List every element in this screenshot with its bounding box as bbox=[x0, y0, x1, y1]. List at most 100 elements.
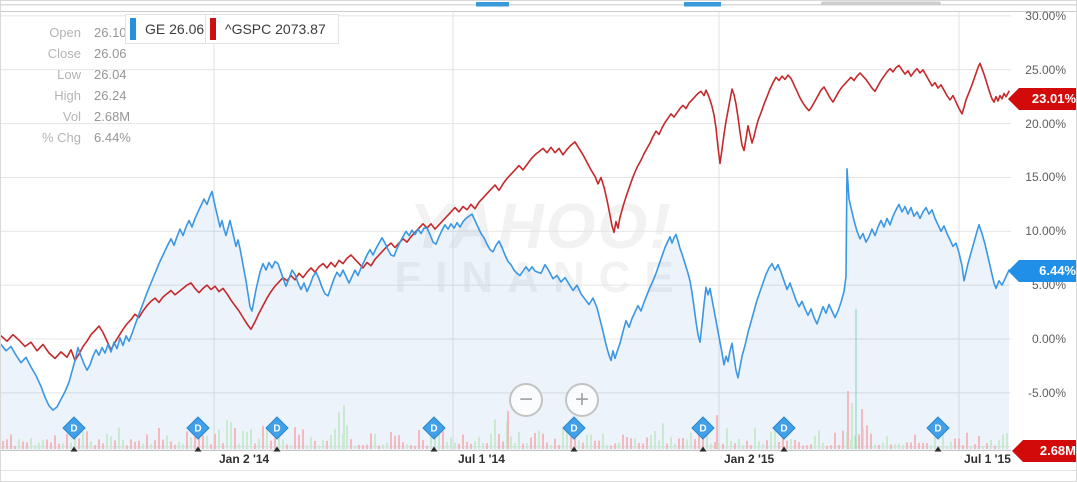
volume-bar bbox=[374, 433, 376, 449]
volume-bar bbox=[906, 442, 908, 449]
volume-bar bbox=[502, 441, 504, 449]
y-axis-label: -5.00% bbox=[1027, 385, 1066, 400]
volume-bar bbox=[54, 435, 56, 449]
legend-item-gspc[interactable]: ^GSPC 2073.87 bbox=[205, 14, 339, 44]
volume-bar bbox=[722, 443, 724, 449]
volume-bar bbox=[582, 442, 584, 449]
dividend-marker[interactable]: D bbox=[691, 416, 715, 440]
volume-bar bbox=[966, 432, 968, 449]
volume-bar bbox=[182, 444, 184, 449]
dividend-diamond-icon bbox=[691, 416, 715, 440]
volume-bar bbox=[614, 443, 616, 449]
volume-bar bbox=[1006, 433, 1008, 449]
stats-row-open: Open 26.10 bbox=[29, 22, 131, 43]
volume-bar bbox=[306, 445, 308, 449]
dividend-letter: D bbox=[570, 424, 577, 435]
volume-bar bbox=[310, 437, 312, 449]
y-axis-label: 25.00% bbox=[1025, 62, 1066, 77]
volume-bar bbox=[294, 427, 296, 449]
volume-bar bbox=[98, 439, 100, 449]
volume-bar bbox=[610, 445, 612, 449]
volume-bar bbox=[218, 429, 220, 449]
volume-bar bbox=[298, 434, 300, 449]
volume-spike-bar bbox=[716, 415, 718, 449]
zoom-out-button[interactable]: − bbox=[509, 383, 543, 417]
volume-bar bbox=[866, 425, 868, 449]
volume-bar bbox=[950, 441, 952, 449]
stats-value: 26.24 bbox=[94, 88, 127, 103]
dividend-marker[interactable]: D bbox=[62, 416, 86, 440]
stats-value: 26.06 bbox=[94, 46, 127, 61]
volume-bar bbox=[842, 430, 844, 449]
legend-item-ge[interactable]: GE 26.06 bbox=[125, 14, 218, 44]
volume-bar bbox=[758, 441, 760, 449]
y-axis-label: 15.00% bbox=[1025, 170, 1066, 185]
event-tick-icon bbox=[273, 446, 281, 452]
volume-bar bbox=[494, 419, 496, 449]
volume-bar bbox=[702, 432, 704, 449]
dividend-marker[interactable]: D bbox=[265, 416, 289, 440]
volume-bar bbox=[10, 434, 12, 449]
event-tick-icon bbox=[430, 446, 438, 452]
volume-bar bbox=[778, 442, 780, 449]
dividend-marker[interactable]: D bbox=[772, 416, 796, 440]
volume-bar bbox=[606, 445, 608, 449]
volume-spike-bar bbox=[507, 411, 509, 449]
volume-bar bbox=[554, 438, 556, 449]
volume-bar bbox=[642, 443, 644, 449]
slider-handle[interactable] bbox=[476, 2, 509, 7]
volume-bar bbox=[658, 440, 660, 449]
volume-bar bbox=[834, 432, 836, 449]
volume-bar bbox=[602, 434, 604, 449]
slider-track bbox=[1, 4, 1076, 6]
y-axis-label: 10.00% bbox=[1025, 224, 1066, 239]
volume-bar bbox=[62, 443, 64, 449]
volume-bar bbox=[890, 444, 892, 449]
volume-bar bbox=[562, 429, 564, 449]
slider-handle[interactable] bbox=[684, 2, 721, 7]
volume-bar bbox=[670, 437, 672, 449]
stats-value: 26.10 bbox=[94, 25, 127, 40]
volume-bar bbox=[466, 441, 468, 449]
volume-bar bbox=[434, 429, 436, 449]
volume-bar bbox=[490, 433, 492, 449]
volume-bar bbox=[178, 441, 180, 449]
volume-bar bbox=[410, 445, 412, 449]
volume-spike-bar bbox=[861, 409, 863, 449]
volume-bar bbox=[1002, 434, 1004, 449]
volume-bar bbox=[574, 433, 576, 449]
volume-bar bbox=[206, 435, 208, 449]
volume-bar bbox=[622, 434, 624, 449]
gspc-color-swatch bbox=[210, 18, 216, 40]
volume-bar bbox=[690, 432, 692, 449]
stats-value: 2.68M bbox=[94, 109, 131, 124]
volume-bar bbox=[894, 444, 896, 449]
volume-bar bbox=[990, 440, 992, 449]
volume-bar bbox=[686, 439, 688, 449]
volume-bar bbox=[678, 438, 680, 449]
volume-bar bbox=[90, 441, 92, 449]
dividend-marker[interactable]: D bbox=[926, 416, 950, 440]
volume-bar bbox=[146, 434, 148, 449]
dividend-diamond-icon bbox=[422, 416, 446, 440]
dividend-marker[interactable]: D bbox=[562, 416, 586, 440]
volume-bar bbox=[514, 443, 516, 449]
volume-bar bbox=[82, 431, 84, 449]
volume-bar bbox=[242, 431, 244, 449]
x-axis-label: Jan 2 '15 bbox=[724, 452, 775, 466]
volume-bar bbox=[542, 433, 544, 449]
zoom-in-button[interactable]: + bbox=[565, 383, 599, 417]
ge-change-badge: 6.44% bbox=[1008, 260, 1076, 282]
volume-bar bbox=[814, 435, 816, 449]
volume-bar bbox=[858, 434, 860, 449]
slider-thumb[interactable] bbox=[821, 1, 941, 6]
dividend-marker[interactable]: D bbox=[186, 416, 210, 440]
volume-bar bbox=[254, 443, 256, 449]
volume-bar bbox=[390, 432, 392, 449]
dividend-marker[interactable]: D bbox=[422, 416, 446, 440]
volume-bar bbox=[826, 445, 828, 449]
volume-bar bbox=[426, 445, 428, 449]
dividend-diamond-icon bbox=[186, 416, 210, 440]
volume-bar bbox=[246, 432, 248, 449]
